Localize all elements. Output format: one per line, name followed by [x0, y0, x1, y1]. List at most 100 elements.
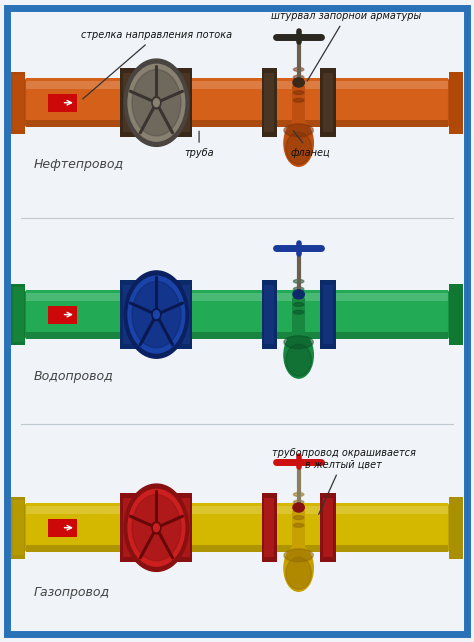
- Text: фланец: фланец: [291, 130, 330, 158]
- Ellipse shape: [293, 492, 304, 496]
- Ellipse shape: [293, 98, 304, 102]
- Bar: [26, 78, 448, 127]
- Circle shape: [128, 276, 185, 353]
- Bar: [48, 306, 77, 324]
- Circle shape: [124, 484, 189, 571]
- Bar: [264, 73, 274, 132]
- Bar: [262, 280, 277, 349]
- Circle shape: [132, 69, 181, 136]
- Ellipse shape: [293, 279, 304, 283]
- Bar: [292, 311, 305, 334]
- Ellipse shape: [293, 503, 304, 512]
- Circle shape: [128, 64, 185, 141]
- Ellipse shape: [293, 310, 304, 314]
- Bar: [180, 285, 190, 344]
- Ellipse shape: [286, 132, 311, 164]
- Bar: [120, 493, 136, 562]
- Ellipse shape: [293, 67, 304, 71]
- Bar: [148, 78, 165, 127]
- Bar: [48, 519, 77, 537]
- Bar: [320, 280, 336, 349]
- Bar: [26, 290, 448, 339]
- Text: Водопровод: Водопровод: [33, 370, 113, 383]
- Circle shape: [128, 489, 185, 566]
- Bar: [320, 493, 336, 562]
- Text: Нефтепровод: Нефтепровод: [33, 158, 123, 171]
- Ellipse shape: [284, 120, 313, 166]
- Bar: [123, 73, 133, 132]
- Bar: [148, 503, 165, 552]
- Bar: [323, 73, 333, 132]
- Bar: [292, 525, 305, 547]
- Ellipse shape: [293, 302, 304, 306]
- Bar: [26, 81, 448, 89]
- Circle shape: [124, 59, 189, 146]
- Bar: [177, 68, 192, 137]
- Bar: [48, 94, 77, 112]
- Polygon shape: [448, 78, 461, 127]
- Polygon shape: [13, 290, 26, 339]
- Ellipse shape: [293, 78, 304, 87]
- Ellipse shape: [293, 290, 304, 299]
- Bar: [177, 280, 192, 349]
- Bar: [148, 290, 165, 339]
- Text: трубопровод окрашивается
в желтый цвет: трубопровод окрашивается в желтый цвет: [272, 448, 416, 514]
- Ellipse shape: [293, 75, 304, 79]
- Text: Газопровод: Газопровод: [33, 586, 109, 599]
- Circle shape: [152, 308, 161, 321]
- Ellipse shape: [284, 332, 313, 378]
- Ellipse shape: [286, 344, 311, 376]
- Ellipse shape: [293, 91, 304, 94]
- Ellipse shape: [293, 508, 304, 512]
- Ellipse shape: [284, 124, 313, 137]
- Polygon shape: [448, 290, 461, 339]
- Bar: [292, 510, 305, 540]
- Bar: [13, 75, 24, 130]
- Bar: [323, 498, 333, 557]
- Bar: [323, 285, 333, 344]
- Bar: [262, 68, 277, 137]
- Bar: [26, 545, 448, 552]
- Bar: [13, 500, 24, 555]
- Bar: [264, 285, 274, 344]
- Polygon shape: [448, 503, 461, 552]
- Bar: [11, 284, 25, 345]
- Circle shape: [154, 524, 159, 532]
- Bar: [123, 285, 133, 344]
- Bar: [292, 85, 305, 115]
- Bar: [180, 498, 190, 557]
- Bar: [123, 498, 133, 557]
- Ellipse shape: [293, 83, 304, 87]
- Bar: [262, 493, 277, 562]
- Ellipse shape: [284, 549, 313, 562]
- Bar: [11, 72, 25, 134]
- Bar: [180, 73, 190, 132]
- Ellipse shape: [293, 295, 304, 299]
- Ellipse shape: [293, 516, 304, 519]
- Bar: [26, 332, 448, 339]
- Bar: [120, 280, 136, 349]
- Bar: [26, 120, 448, 127]
- Ellipse shape: [284, 336, 313, 349]
- Bar: [26, 506, 448, 514]
- Bar: [320, 68, 336, 137]
- Polygon shape: [13, 78, 26, 127]
- Circle shape: [132, 494, 181, 561]
- Ellipse shape: [293, 287, 304, 291]
- Circle shape: [154, 311, 159, 318]
- Circle shape: [154, 99, 159, 107]
- Bar: [292, 100, 305, 122]
- Text: стрелка направления потока: стрелка направления потока: [81, 30, 232, 99]
- Bar: [449, 284, 463, 345]
- Ellipse shape: [293, 523, 304, 527]
- Circle shape: [124, 271, 189, 358]
- Ellipse shape: [286, 557, 311, 589]
- Bar: [264, 498, 274, 557]
- Bar: [13, 287, 24, 342]
- Bar: [177, 493, 192, 562]
- Bar: [449, 72, 463, 134]
- Ellipse shape: [284, 545, 313, 591]
- Bar: [292, 297, 305, 327]
- Text: штурвал запорной арматуры: штурвал запорной арматуры: [271, 11, 421, 81]
- Circle shape: [132, 281, 181, 348]
